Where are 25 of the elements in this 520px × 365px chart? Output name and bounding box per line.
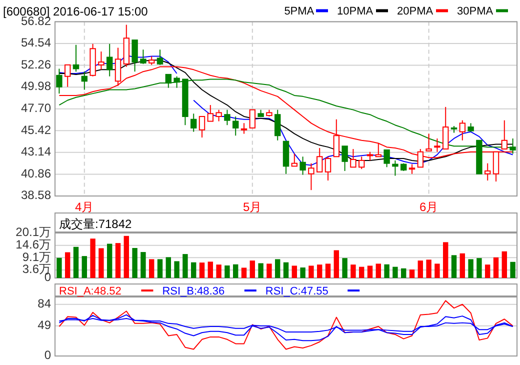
- y-tick-label: 45.42: [20, 122, 52, 137]
- y-tick-label: 38.58: [20, 188, 52, 202]
- y-tick-label: 20.1万: [16, 225, 51, 240]
- x-tick-label: 4月: [75, 200, 94, 214]
- y-tick-label: 52.26: [20, 57, 52, 72]
- legend-label: 30PMA: [457, 6, 494, 18]
- y-tick-label: 9.1万: [22, 250, 51, 264]
- legend-label: 5PMA: [284, 6, 315, 18]
- y-tick-label: 40.86: [20, 166, 52, 180]
- y-tick-label: 84: [38, 296, 52, 311]
- y-tick-label: 14.6万: [16, 237, 51, 252]
- y-tick-label: 0: [44, 348, 52, 362]
- x-tick-label: 5月: [243, 200, 262, 214]
- legend-label: 10PMA: [337, 6, 374, 18]
- y-tick-label: 54.54: [20, 36, 52, 50]
- legend-label: 20PMA: [397, 6, 434, 18]
- x-tick-label: 6月: [419, 200, 438, 214]
- chart-title: 成交量:71842: [59, 217, 132, 231]
- y-tick-label: 47.70: [20, 101, 52, 116]
- legend-label: RSI_C:47.55: [265, 286, 328, 298]
- legend-label: RSI_A:48.52: [59, 286, 122, 298]
- y-tick-label: 43.14: [20, 144, 52, 159]
- y-tick-label: 49: [38, 318, 52, 332]
- legend-label: RSI_B:48.36: [162, 286, 225, 298]
- y-tick-label: 49.98: [20, 79, 52, 94]
